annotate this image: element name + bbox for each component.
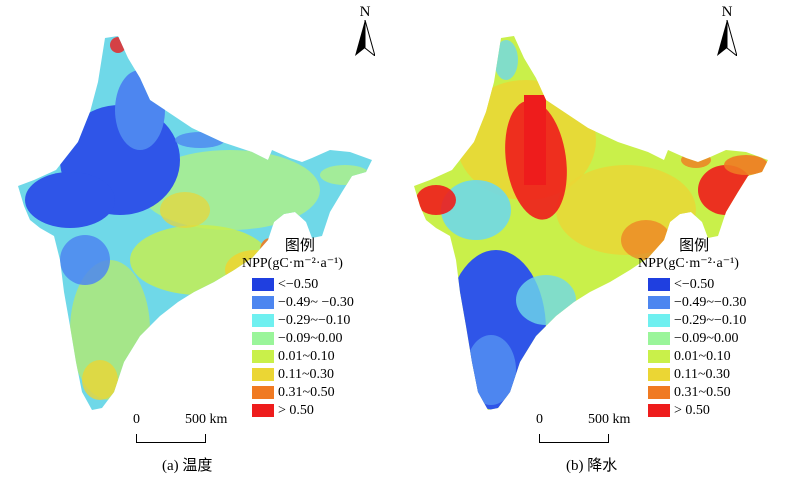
- legend-item: −0.29~−0.10: [252, 311, 354, 329]
- legend-swatch: [252, 385, 274, 399]
- scale-bar: 0 500 km: [536, 412, 656, 452]
- legend-label: −0.29~−0.10: [278, 312, 351, 328]
- scale-end: 500 km: [185, 412, 228, 427]
- north-label: N: [721, 4, 733, 20]
- legend-label: > 0.50: [674, 402, 710, 418]
- legend-unit: NPP(gC·m⁻²·a⁻¹): [242, 256, 343, 271]
- legend-swatch: [648, 385, 670, 399]
- legend: 图例 NPP(gC·m⁻²·a⁻¹) <−0.50 −0.49~−0.30 −0…: [638, 238, 746, 419]
- scale-start: 0: [536, 412, 543, 427]
- scale-end: 500 km: [588, 412, 631, 427]
- legend-swatch: [648, 349, 670, 363]
- legend-swatch: [648, 367, 670, 381]
- legend-title: 图例: [284, 238, 315, 254]
- legend-label: −0.09~0.00: [278, 330, 343, 346]
- legend-swatch: [648, 403, 670, 417]
- legend-item: <−0.50: [648, 275, 746, 293]
- legend-swatch: [252, 331, 274, 345]
- legend: 图例 NPP(gC·m⁻²·a⁻¹) <−0.50 −0.49~ −0.30 −…: [242, 238, 354, 419]
- legend-swatch: [252, 295, 274, 309]
- legend-item: 0.31~0.50: [252, 383, 354, 401]
- north-arrow-icon: [717, 20, 737, 56]
- legend-label: <−0.50: [278, 276, 319, 292]
- legend-label: 0.31~0.50: [674, 384, 731, 400]
- legend-swatch: [648, 277, 670, 291]
- scale-bar-line: [136, 434, 206, 443]
- legend-item: −0.29~−0.10: [648, 311, 746, 329]
- legend-item: −0.09~0.00: [252, 329, 354, 347]
- legend-item: > 0.50: [252, 401, 354, 419]
- legend-label: −0.49~−0.30: [674, 294, 747, 310]
- north-arrow: N: [712, 4, 742, 56]
- panel-caption: (b) 降水: [566, 458, 618, 474]
- legend-label: 0.01~0.10: [674, 348, 731, 364]
- scale-start: 0: [133, 412, 140, 427]
- legend-swatch: [648, 313, 670, 327]
- legend-swatch: [648, 331, 670, 345]
- legend-item: <−0.50: [252, 275, 354, 293]
- legend-label: 0.31~0.50: [278, 384, 335, 400]
- legend-label: −0.29~−0.10: [674, 312, 747, 328]
- india-npp-map-precipitation: [414, 36, 768, 410]
- map-panel-temperature: N 图例 NPP(gC·m⁻²·a⁻¹) <−0.50 −0.49~ −0.30…: [18, 4, 380, 474]
- map-panel-precipitation: N 图例 NPP(gC·m⁻²·a⁻¹) <−0.50 −0.49~−0.30 …: [396, 0, 792, 481]
- legend-label: 0.11~0.30: [674, 366, 731, 382]
- legend-item: 0.11~0.30: [252, 365, 354, 383]
- legend-item: −0.49~ −0.30: [252, 293, 354, 311]
- legend-label: −0.09~0.00: [674, 330, 739, 346]
- legend-item: 0.31~0.50: [648, 383, 746, 401]
- legend-title: 图例: [679, 238, 710, 254]
- legend-item: −0.49~−0.30: [648, 293, 746, 311]
- legend-swatch: [252, 349, 274, 363]
- north-arrow: N: [350, 4, 380, 56]
- legend-swatch: [252, 277, 274, 291]
- legend-label: 0.01~0.10: [278, 348, 335, 364]
- legend-item: 0.11~0.30: [648, 365, 746, 383]
- legend-label: −0.49~ −0.30: [278, 294, 354, 310]
- scale-bar: 0 500 km: [133, 412, 253, 452]
- legend-item: 0.01~0.10: [252, 347, 354, 365]
- legend-item: > 0.50: [648, 401, 746, 419]
- legend-item: 0.01~0.10: [648, 347, 746, 365]
- legend-unit: NPP(gC·m⁻²·a⁻¹): [638, 256, 739, 271]
- legend-label: <−0.50: [674, 276, 715, 292]
- legend-label: 0.11~0.30: [278, 366, 335, 382]
- legend-swatch: [252, 367, 274, 381]
- legend-swatch: [648, 295, 670, 309]
- legend-label: > 0.50: [278, 402, 314, 418]
- scale-bar-line: [539, 434, 609, 443]
- north-label: N: [359, 4, 371, 20]
- panel-caption: (a) 温度: [162, 458, 213, 474]
- legend-swatch: [252, 313, 274, 327]
- legend-swatch: [252, 403, 274, 417]
- north-arrow-icon: [355, 20, 375, 56]
- legend-item: −0.09~0.00: [648, 329, 746, 347]
